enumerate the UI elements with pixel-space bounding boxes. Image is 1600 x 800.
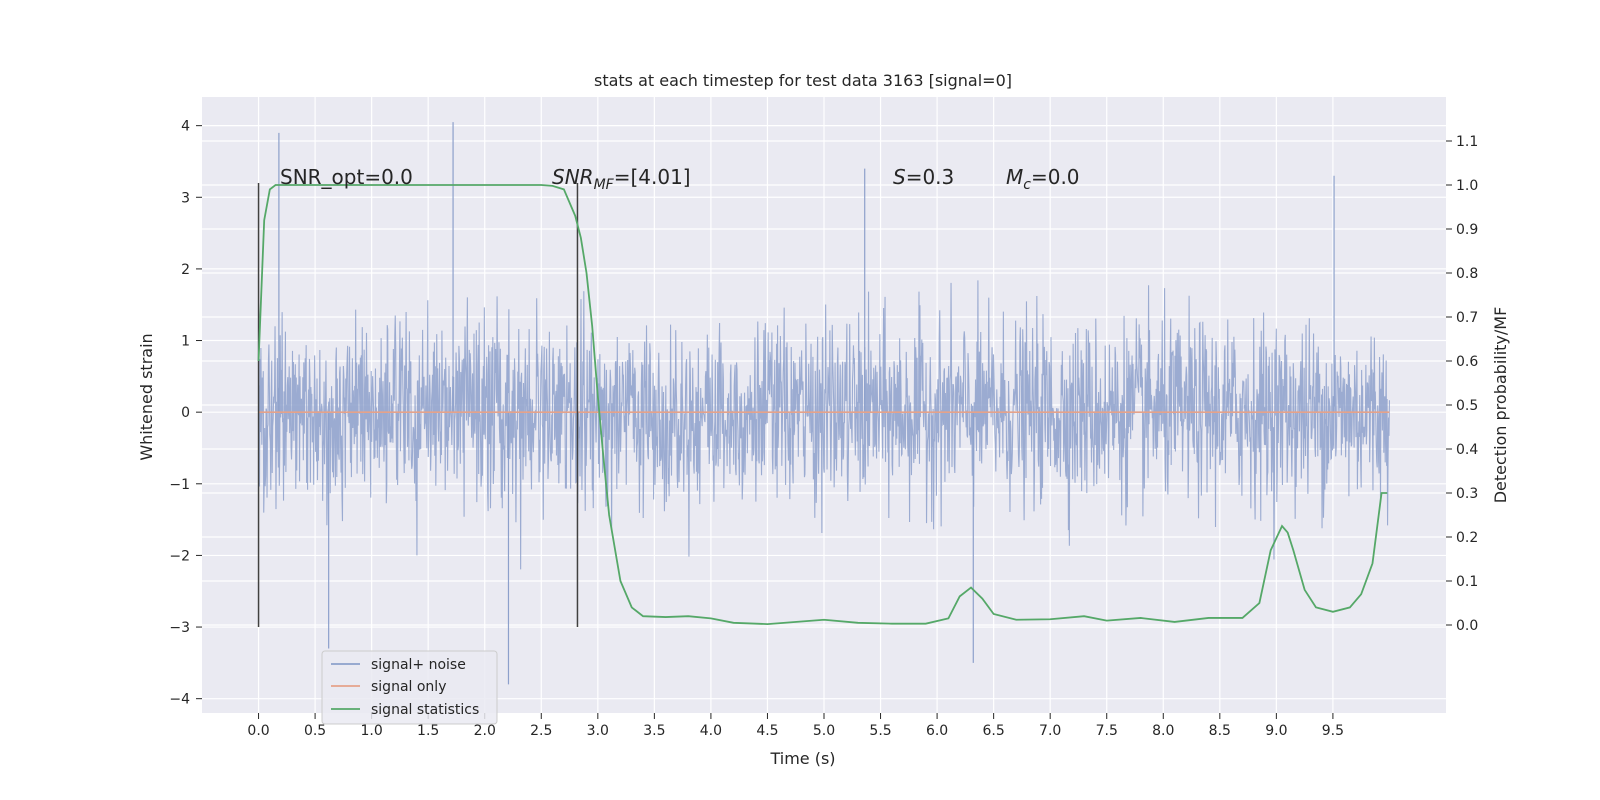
snr-opt-annotation: SNR_opt=0.0 (280, 165, 413, 189)
signal-statistics-line (257, 184, 1388, 626)
x-tick-label: 2.0 (474, 723, 496, 739)
right-y-tick-label: 0.2 (1456, 530, 1478, 546)
right-y-tick-label: 0.4 (1456, 442, 1478, 458)
right-y-tick-label: 0.1 (1456, 574, 1478, 590)
x-tick-label: 9.5 (1322, 723, 1344, 739)
x-tick-label: 3.5 (643, 723, 665, 739)
legend: signal+ noise signal only signal statist… (321, 650, 498, 725)
right-y-axis-ticks: 1.1 1.0 0.9 0.8 0.7 0.6 0.5 0.4 0.3 0.2 0.1 0.0 (1446, 134, 1478, 634)
y-tick-label: −2 (169, 548, 190, 564)
x-tick-label: 1.0 (361, 723, 383, 739)
signal-plus-noise-series (258, 122, 1390, 685)
right-y-tick-label: 0.5 (1456, 398, 1478, 414)
x-tick-label: 4.5 (756, 723, 778, 739)
y-axis-label: Whitened strain (137, 333, 156, 460)
right-y-tick-label: 0.0 (1456, 618, 1478, 634)
snr-mf-subscript: MF (594, 177, 615, 193)
s-value: =0.3 (906, 165, 955, 189)
s-symbol: S (893, 165, 906, 189)
s-annotation: S=0.3 (893, 165, 954, 189)
x-tick-label: 6.0 (926, 723, 948, 739)
x-tick-label: 3.0 (587, 723, 609, 739)
legend-box (321, 650, 498, 725)
vertical-markers (257, 182, 579, 628)
noise-trace (258, 280, 1390, 570)
x-axis-ticks: 0.0 0.5 1.0 1.5 2.0 2.5 3.0 3.5 4.0 4.5 5.0 5.5 6.0 6… (247, 713, 1344, 739)
right-y-tick-label: 0.7 (1456, 310, 1478, 326)
y-tick-label: −3 (169, 620, 190, 636)
x-axis-label: Time (s) (769, 749, 835, 768)
x-tick-label: 5.0 (813, 723, 835, 739)
snr-mf-symbol: SNR (552, 165, 594, 189)
right-y-tick-label: 1.1 (1456, 134, 1478, 150)
y-tick-label: −4 (169, 692, 190, 708)
right-y-tick-label: 1.0 (1456, 178, 1478, 194)
x-tick-label: 8.0 (1152, 723, 1174, 739)
snr-mf-value: =[4.01] (614, 165, 691, 189)
y-tick-label: 3 (181, 190, 190, 206)
y-tick-label: 2 (181, 262, 190, 278)
snr-mf-annotation: SNRMF=[4.01] (552, 165, 691, 193)
x-tick-label: 0.0 (247, 723, 269, 739)
y-tick-label: 4 (181, 119, 190, 135)
mc-symbol: M (1006, 165, 1023, 189)
legend-label-signal: signal only (371, 679, 446, 695)
legend-label-statistics: signal statistics (371, 702, 479, 718)
x-tick-label: 8.5 (1209, 723, 1231, 739)
x-tick-label: 7.5 (1096, 723, 1118, 739)
right-y-axis-label: Detection probability/MF (1491, 307, 1510, 504)
mc-value: =0.0 (1031, 165, 1080, 189)
legend-label-noise: signal+ noise (371, 657, 466, 673)
y-tick-label: 0 (181, 405, 190, 421)
chart-title: stats at each timestep for test data 316… (594, 71, 1012, 90)
y-tick-label: −1 (169, 477, 190, 493)
x-tick-label: 2.5 (530, 723, 552, 739)
right-y-tick-label: 0.6 (1456, 354, 1478, 370)
x-tick-label: 7.0 (1039, 723, 1061, 739)
x-tick-label: 0.5 (304, 723, 326, 739)
x-tick-label: 6.5 (983, 723, 1005, 739)
x-tick-label: 4.0 (700, 723, 722, 739)
right-y-tick-label: 0.3 (1456, 486, 1478, 502)
x-tick-label: 9.0 (1265, 723, 1287, 739)
y-tick-label: 1 (181, 334, 190, 350)
mc-annotation: Mc=0.0 (1006, 165, 1080, 193)
right-y-tick-label: 0.9 (1456, 222, 1478, 238)
y-axis-ticks: 4 3 2 1 0 −1 −2 −3 −4 (169, 119, 202, 708)
x-tick-label: 1.5 (417, 723, 439, 739)
x-tick-label: 5.5 (869, 723, 891, 739)
mc-subscript: c (1023, 177, 1031, 193)
right-y-tick-label: 0.8 (1456, 266, 1478, 282)
